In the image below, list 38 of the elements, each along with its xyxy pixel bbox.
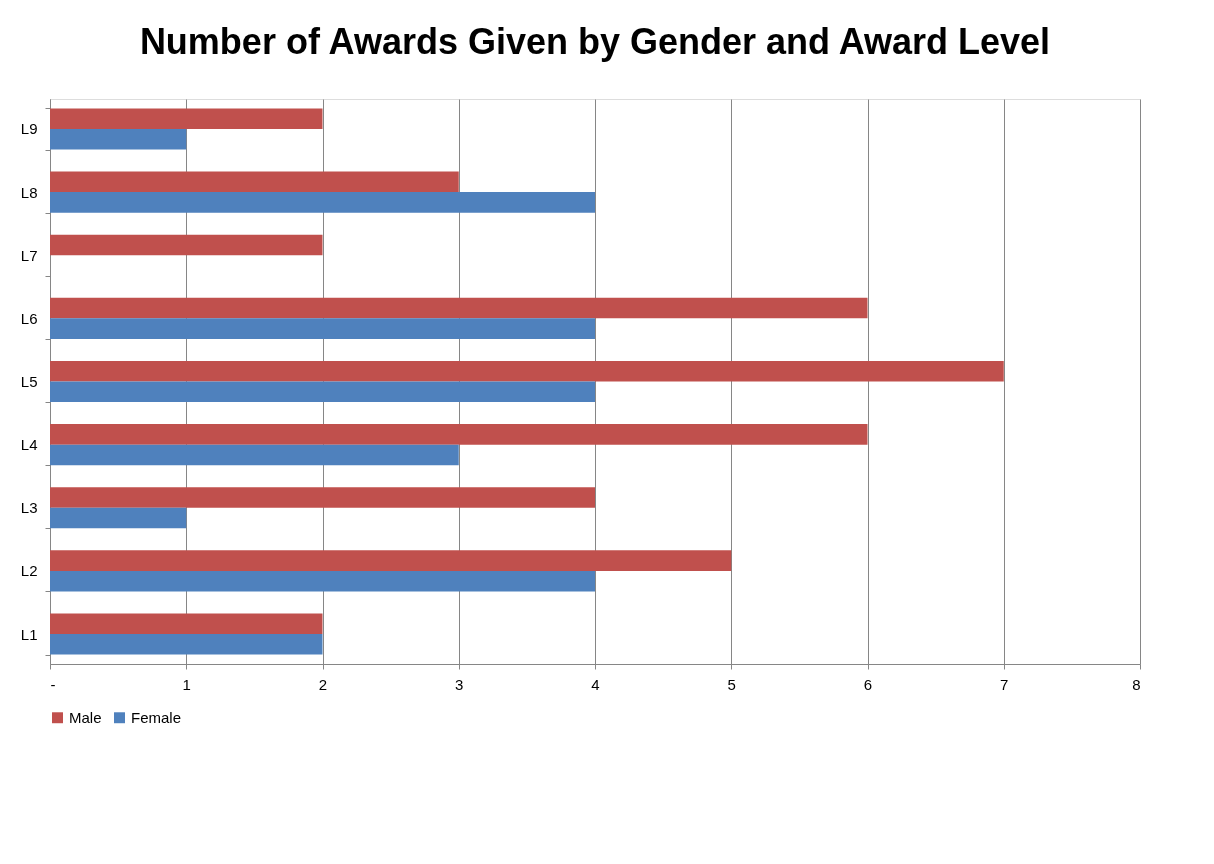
y-tick-label: L6: [20, 309, 38, 327]
bar: [50, 507, 187, 529]
x-tick-label: 2: [318, 675, 328, 693]
x-tick-label: 1: [182, 675, 191, 693]
x-tick-label: 6: [863, 675, 873, 693]
bar: [50, 192, 595, 213]
bar: [50, 444, 459, 466]
y-tick-label: L7: [20, 246, 38, 264]
bar: [50, 381, 595, 403]
bar: [50, 171, 459, 193]
x-tick-label: 5: [727, 675, 736, 693]
bar: [50, 128, 187, 150]
legend-label: Female: [131, 708, 182, 726]
bar: [50, 570, 595, 592]
bar: [50, 613, 323, 635]
y-tick-label: L2: [20, 562, 38, 580]
bar: [50, 108, 323, 129]
legend-label: Male: [69, 708, 102, 726]
bar: [50, 297, 868, 319]
x-tick-label: 7: [1000, 675, 1009, 693]
y-tick-label: L5: [20, 373, 38, 390]
x-tick-label: 3: [455, 675, 464, 693]
bar: [50, 487, 595, 508]
bar: [50, 550, 732, 571]
chart-title: Number of Awards Given by Gender and Award Level: [139, 21, 1051, 62]
y-tick-label: L9: [20, 120, 38, 138]
y-tick-label: L4: [20, 436, 38, 454]
bar: [50, 424, 868, 445]
bar: [50, 318, 595, 339]
bar: [50, 634, 323, 655]
y-tick-label: L1: [20, 625, 38, 643]
x-tick-label: -: [50, 675, 56, 693]
bar: [50, 234, 323, 256]
y-tick-label: L8: [20, 183, 38, 201]
bar: [50, 360, 1004, 382]
x-tick-label: 4: [591, 675, 600, 693]
y-tick-label: L3: [20, 499, 38, 517]
x-tick-label: 8: [1132, 675, 1141, 693]
